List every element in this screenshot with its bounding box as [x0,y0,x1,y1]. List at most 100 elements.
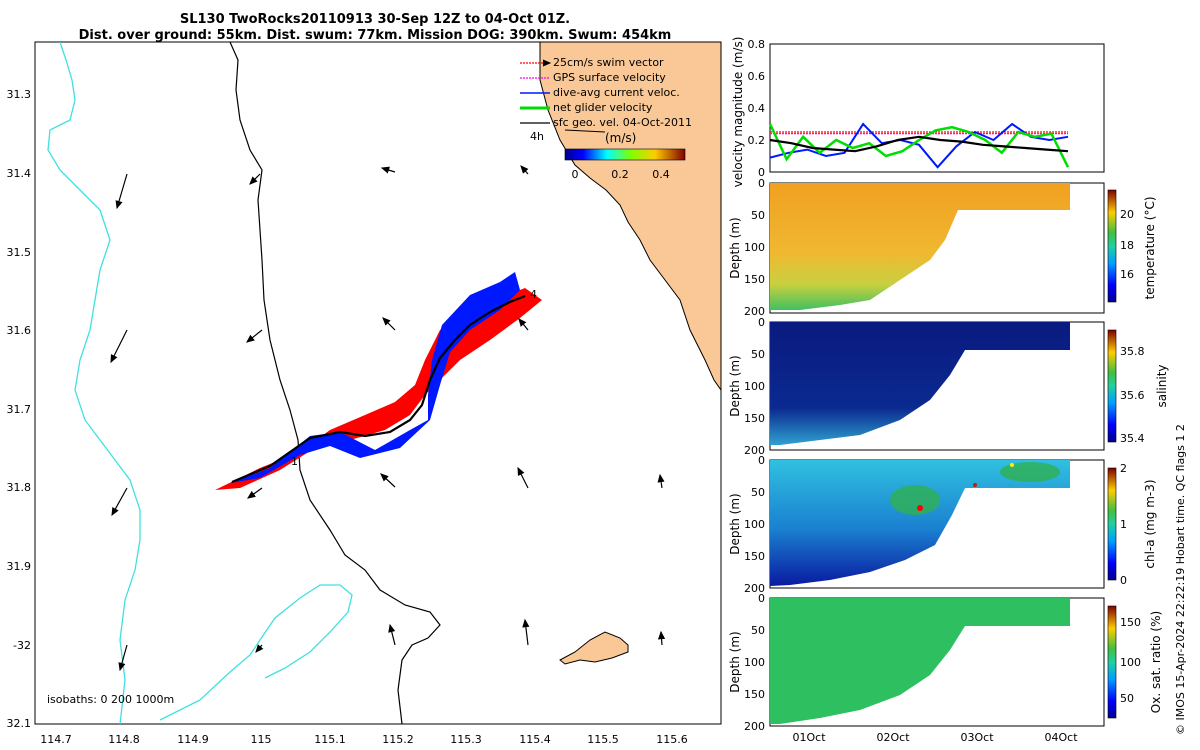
colorbar-tick: 0.4 [652,168,670,181]
oxygen-panel: 0 50 100 150 200 Depth (m) 50 100 150 Ox… [728,592,1163,744]
sal-cbar-tick: 35.6 [1120,389,1145,402]
sal-ytick: 200 [744,444,765,457]
colorbar-unit: (m/s) [605,131,636,145]
track-line [231,294,526,484]
oxygen-section [770,598,1070,724]
legend-swim-vector: 25cm/s swim vector [553,56,664,69]
lat-tick: 31.4 [7,167,32,180]
chl-cbar-label: chl-a (mg m-3) [1143,479,1157,568]
track-blue-band [230,272,520,483]
lon-tick: 115 [251,733,272,746]
sfc-velocity-arrows [110,165,666,672]
isobath-1000 [47,42,353,724]
lon-tick: 115.1 [314,733,346,746]
date-tick: 03Oct [960,731,994,744]
date-tick: 02Oct [876,731,910,744]
chl-ytick: 0 [758,454,765,467]
vel-ylabel: velocity magnitude (m/s) [731,37,745,188]
chla-section [770,460,1070,586]
legend-net-glider-velocity: net glider velocity [553,101,653,114]
salinity-section [770,322,1070,445]
temp-cbar-label: temperature (°C) [1143,197,1157,300]
chla-bloom [1000,462,1060,482]
chl-cbar-tick: 2 [1120,462,1127,475]
lon-tick: 114.7 [40,733,72,746]
vel-ytick: 0.4 [748,102,766,115]
temp-ylabel: Depth (m) [728,217,742,278]
lon-tick: 115.6 [656,733,688,746]
lat-tick: 31.3 [7,88,32,101]
land-mass [539,42,721,391]
ox-cbar-tick: 100 [1120,656,1141,669]
ox-ytick: 150 [744,688,765,701]
date-tick: 01Oct [792,731,826,744]
velocity-series [768,122,1070,169]
temp-cbar-tick: 18 [1120,239,1134,252]
ox-ytick: 200 [744,720,765,733]
sal-cbar-label: salinity [1155,364,1169,407]
velocity-panel: 0.8 0.6 0.4 0.2 0 velocity magnitude (m/… [731,37,1105,188]
isobath-label: isobaths: 0 200 1000m [47,693,174,706]
temperature-panel: 0 50 100 150 200 Depth (m) 16 18 20 temp… [728,177,1157,318]
ox-ytick: 100 [744,656,765,669]
sal-ytick: 100 [744,380,765,393]
map-colorbar [564,148,686,161]
sal-ylabel: Depth (m) [728,355,742,416]
sal-colorbar [1107,329,1117,443]
legend-sfc-geo-velocity: sfc geo. vel. 04-Oct-2011 [553,116,692,129]
salinity-panel: 0 50 100 150 200 Depth (m) 35.4 35.6 35.… [728,316,1169,457]
vel-ytick: 0.6 [748,70,766,83]
lat-tick: 31.6 [7,324,32,337]
chl-ylabel: Depth (m) [728,493,742,554]
ox-ytick: 50 [751,624,765,637]
ox-ytick: 0 [758,592,765,605]
temp-ytick: 150 [744,273,765,286]
vel-ytick: 0 [758,166,765,179]
sal-cbar-tick: 35.4 [1120,432,1145,445]
title-line1: SL130 TwoRocks20110913 30-Sep 12Z to 04-… [180,12,570,27]
ox-cbar-label: Ox. sat. ratio (%) [1149,611,1163,713]
chl-ytick: 100 [744,518,765,531]
colorbar-tick: 0.2 [611,168,629,181]
ox-cbar-tick: 150 [1120,616,1141,629]
lon-tick: 115.4 [519,733,551,746]
map-panel: 1 4 [7,41,722,746]
legend-dive-avg-current: dive-avg current veloc. [553,86,680,99]
ox-cbar-tick: 50 [1120,692,1134,705]
temp-colorbar [1107,189,1117,303]
lat-tick: 31.5 [7,246,32,259]
temperature-section [770,183,1070,310]
sal-ytick: 50 [751,348,765,361]
lon-tick: 115.3 [450,733,482,746]
temp-ytick: 200 [744,305,765,318]
legend-scale-label: 4h [530,130,544,143]
map-legend: 25cm/s swim vector GPS surface velocity … [520,56,692,181]
lat-axis: 31.3 31.4 31.5 31.6 31.7 31.8 31.9 -32 3… [7,88,32,730]
ox-ylabel: Depth (m) [728,631,742,692]
sal-cbar-tick: 35.8 [1120,345,1145,358]
chl-ytick: 200 [744,582,765,595]
chl-cbar-tick: 1 [1120,518,1127,531]
chla-bloom [890,485,940,515]
lat-tick: 31.7 [7,403,32,416]
temp-ytick: 100 [744,241,765,254]
colorbar-tick: 0 [572,168,579,181]
chl-ytick: 50 [751,486,765,499]
title-line2: Dist. over ground: 55km. Dist. swum: 77k… [79,28,672,43]
vel-ytick: 0.2 [748,134,766,147]
sal-ytick: 0 [758,316,765,329]
velocity-series-line [769,135,1069,153]
chl-cbar-tick: 0 [1120,574,1127,587]
lon-tick: 115.2 [382,733,414,746]
track-marker-start: 1 [291,455,298,468]
chla-hotspot [973,483,977,487]
footer-credit: © IMOS 15-Apr-2024 22:22:19 Hobart time.… [1174,424,1187,735]
lon-axis: 114.7 114.8 114.9 115 115.1 115.2 115.3 … [40,733,688,746]
sal-ytick: 150 [744,412,765,425]
velocity-yaxis: 0.8 0.6 0.4 0.2 0 velocity magnitude (m/… [731,37,765,188]
chla-hotspot [1010,463,1014,467]
temp-ytick: 50 [751,209,765,222]
temp-cbar-tick: 20 [1120,208,1134,221]
track-marker-end: 4 [530,288,537,301]
